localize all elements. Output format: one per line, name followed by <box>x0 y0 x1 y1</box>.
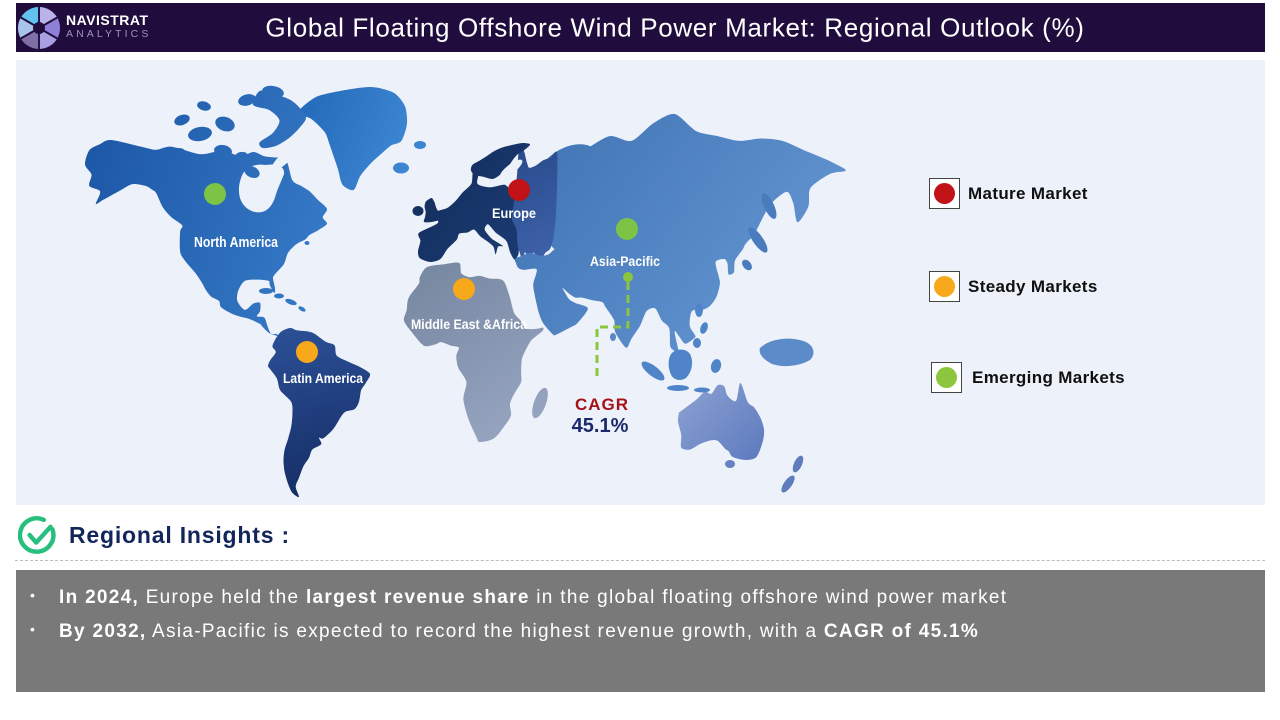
svg-text:Asia-Pacific: Asia-Pacific <box>590 254 660 269</box>
svg-text:CAGR: CAGR <box>575 395 629 414</box>
svg-text:Latin America: Latin America <box>283 370 363 386</box>
svg-text:45.1%: 45.1% <box>572 415 629 437</box>
svg-text:Middle East &Africa: Middle East &Africa <box>411 316 527 332</box>
svg-text:Europe: Europe <box>492 206 536 221</box>
svg-text:North America: North America <box>194 234 279 251</box>
